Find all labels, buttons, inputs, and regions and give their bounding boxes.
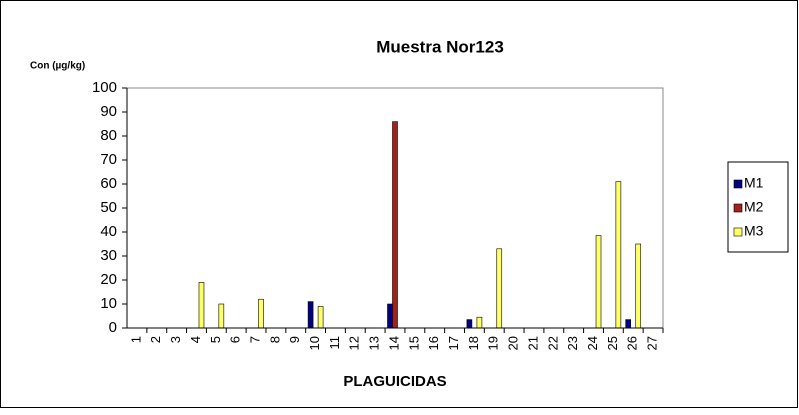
legend-swatch — [733, 179, 743, 189]
y-tick-label: 0 — [109, 319, 117, 336]
x-tick-label: 23 — [565, 336, 580, 350]
x-tick-label: 9 — [287, 336, 302, 343]
y-tick-label: 40 — [100, 223, 117, 240]
x-tick-label: 16 — [426, 336, 441, 350]
bar — [198, 282, 205, 329]
legend-label: M1 — [744, 175, 764, 191]
x-tick-label: 5 — [208, 336, 223, 343]
bar — [476, 316, 483, 329]
legend-swatch — [733, 203, 743, 213]
x-tick-label: 25 — [605, 336, 620, 350]
bar — [387, 303, 393, 329]
x-tick-label: 19 — [486, 336, 501, 350]
y-tick-label: 70 — [100, 151, 117, 168]
x-tick-label: 7 — [247, 336, 262, 343]
bar — [635, 243, 642, 329]
x-tick-label: 18 — [466, 336, 481, 350]
bar — [595, 235, 602, 329]
y-tick-label: 100 — [92, 79, 117, 96]
x-tick-label: 10 — [307, 336, 322, 350]
bar — [307, 301, 314, 329]
x-tick-label: 1 — [128, 336, 143, 343]
x-tick-label: 12 — [347, 336, 362, 350]
x-tick-label: 2 — [148, 336, 163, 343]
x-tick-label: 26 — [625, 336, 640, 350]
y-axis-label: Con (µg/kg) — [30, 61, 85, 72]
x-tick-label: 24 — [585, 336, 600, 350]
x-tick-label: 21 — [525, 336, 540, 350]
bar — [466, 319, 473, 329]
bar — [615, 181, 622, 329]
legend-swatch — [733, 227, 743, 237]
bar — [317, 306, 324, 329]
y-tick-label: 30 — [100, 247, 117, 264]
x-tick-label: 8 — [267, 336, 282, 343]
chart-title: Muestra Nor123 — [376, 37, 504, 56]
bar — [625, 319, 632, 329]
bar — [258, 298, 264, 329]
x-tick-label: 6 — [228, 336, 243, 343]
bar — [392, 121, 398, 329]
bar — [218, 303, 225, 329]
x-tick-label: 15 — [406, 336, 421, 350]
x-tick-label: 20 — [506, 336, 521, 350]
x-tick-label: 14 — [386, 336, 401, 350]
x-tick-label: 27 — [645, 336, 660, 350]
y-tick-label: 80 — [100, 127, 117, 144]
legend-label: M3 — [744, 223, 764, 239]
y-tick-label: 50 — [100, 199, 117, 216]
x-tick-label: 3 — [168, 336, 183, 343]
x-tick-label: 4 — [188, 336, 203, 343]
x-tick-label: 13 — [367, 336, 382, 350]
legend-label: M2 — [744, 199, 764, 215]
x-tick-label: 11 — [327, 336, 342, 350]
x-axis-label: PLAGUICIDAS — [343, 373, 446, 390]
x-tick-label: 17 — [446, 336, 461, 350]
y-tick-label: 20 — [100, 271, 117, 288]
y-tick-label: 10 — [100, 295, 117, 312]
y-tick-label: 90 — [100, 103, 117, 120]
y-tick-label: 60 — [100, 175, 117, 192]
x-tick-label: 22 — [545, 336, 560, 350]
bar — [496, 248, 503, 329]
